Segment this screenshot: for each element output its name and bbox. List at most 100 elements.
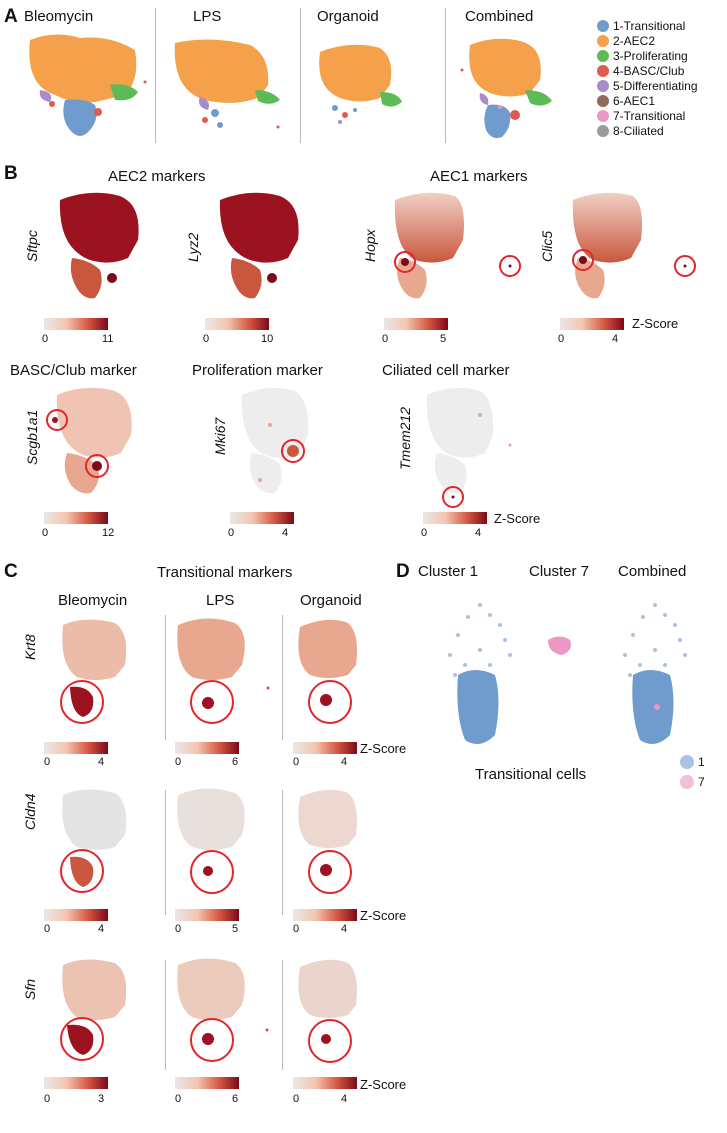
- legend-a: 1-Transitional 2-AEC2 3-Proliferating 4-…: [597, 18, 698, 138]
- panel-a-title-bleomycin: Bleomycin: [24, 8, 93, 25]
- legend-item: 3-Proliferating: [597, 48, 698, 63]
- featureplot-krt8-bleomycin: [55, 615, 155, 725]
- colorbar-min: 0: [42, 527, 48, 539]
- colorbar-min: 0: [175, 1093, 181, 1105]
- panel-a-title-lps: LPS: [193, 8, 221, 25]
- panel-d-title-cluster1: Cluster 1: [418, 563, 478, 580]
- panel-c-col-lps: LPS: [206, 592, 234, 609]
- legend-dot: [597, 80, 609, 92]
- gene-label: Sftpc: [24, 230, 40, 262]
- colorbar: [293, 1077, 357, 1089]
- legend-item: 7-Transitional: [597, 108, 698, 123]
- zscore-label: Z-Score: [360, 908, 406, 923]
- legend-dot: [597, 35, 609, 47]
- featureplot-clic5: [563, 190, 713, 305]
- gene-label: Clic5: [539, 231, 555, 262]
- colorbar: [44, 1077, 108, 1089]
- colorbar: [44, 512, 108, 524]
- gene-label: Hopx: [362, 229, 378, 262]
- panel-d-xlabel: Transitional cells: [475, 766, 586, 783]
- aec1-markers-title: AEC1 markers: [430, 168, 528, 185]
- divider: [155, 8, 156, 143]
- featureplot-cldn4-lps: [170, 785, 280, 895]
- legend-label: 3-Proliferating: [613, 49, 688, 63]
- colorbar: [44, 742, 108, 754]
- colorbar-min: 0: [558, 333, 564, 345]
- panel-c-col-organoid: Organoid: [300, 592, 362, 609]
- divider: [282, 615, 283, 740]
- colorbar: [44, 318, 108, 330]
- legend-item: 5-Differentiating: [597, 78, 698, 93]
- gene-label: Lyz2: [185, 233, 201, 262]
- divider: [165, 790, 166, 915]
- colorbar-min: 0: [44, 756, 50, 768]
- colorbar-max: 12: [102, 527, 114, 539]
- legend-label: 5-Differentiating: [613, 79, 698, 93]
- featureplot-cldn4-organoid: [288, 785, 398, 895]
- colorbar-min: 0: [382, 333, 388, 345]
- prolif-marker-title: Proliferation marker: [192, 362, 323, 379]
- colorbar: [175, 909, 239, 921]
- legend-d: 1 7: [680, 752, 705, 792]
- featureplot-mki67: [230, 385, 340, 500]
- legend-label: 2-AEC2: [613, 34, 655, 48]
- aec2-markers-title: AEC2 markers: [108, 168, 206, 185]
- panel-d-letter: D: [396, 561, 410, 583]
- colorbar: [560, 318, 624, 330]
- legend-item: 2-AEC2: [597, 33, 698, 48]
- transitional-markers-title: Transitional markers: [157, 564, 292, 581]
- legend-item: 1: [680, 752, 705, 772]
- featureplot-sfn-bleomycin: [55, 955, 155, 1065]
- colorbar-max: 5: [440, 333, 446, 345]
- legend-item: 6-AEC1: [597, 93, 698, 108]
- panel-d-title-combined: Combined: [618, 563, 686, 580]
- legend-dot: [597, 125, 609, 137]
- colorbar-max: 4: [341, 756, 347, 768]
- divider: [165, 615, 166, 740]
- divider: [165, 960, 166, 1070]
- legend-dot: [597, 110, 609, 122]
- colorbar-max: 4: [98, 756, 104, 768]
- colorbar-min: 0: [42, 333, 48, 345]
- colorbar-min: 0: [421, 527, 427, 539]
- umap-a-lps: [160, 35, 300, 145]
- zscore-label: Z-Score: [360, 1077, 406, 1092]
- colorbar-max: 4: [612, 333, 618, 345]
- colorbar-max: 4: [282, 527, 288, 539]
- divider: [282, 960, 283, 1070]
- colorbar-max: 10: [261, 333, 273, 345]
- umap-a-organoid: [310, 40, 450, 145]
- colorbar-min: 0: [293, 923, 299, 935]
- colorbar-min: 0: [44, 923, 50, 935]
- zscore-label: Z-Score: [360, 741, 406, 756]
- legend-label: 4-BASC/Club: [613, 64, 684, 78]
- gene-label: Scgb1a1: [24, 410, 40, 465]
- cilia-marker-title: Ciliated cell marker: [382, 362, 510, 379]
- featureplot-sfn-lps: [170, 955, 280, 1065]
- colorbar-max: 6: [232, 1093, 238, 1105]
- colorbar: [175, 1077, 239, 1089]
- panel-c-letter: C: [4, 561, 18, 583]
- legend-label: 7-Transitional: [613, 109, 685, 123]
- legend-dot: [597, 20, 609, 32]
- colorbar: [205, 318, 269, 330]
- featureplot-krt8-organoid: [288, 615, 398, 725]
- basc-marker-title: BASC/Club marker: [10, 362, 137, 379]
- gene-label: Krt8: [22, 634, 38, 660]
- divider: [300, 8, 301, 143]
- featureplot-cldn4-bleomycin: [55, 785, 155, 895]
- legend-label: 1: [698, 755, 705, 769]
- colorbar: [293, 909, 357, 921]
- colorbar-max: 6: [232, 756, 238, 768]
- featureplot-hopx: [385, 190, 535, 305]
- legend-item: 1-Transitional: [597, 18, 698, 33]
- panel-c-col-bleomycin: Bleomycin: [58, 592, 127, 609]
- featureplot-tmem212: [415, 385, 525, 510]
- colorbar-min: 0: [175, 756, 181, 768]
- zscore-label: Z-Score: [632, 316, 678, 331]
- colorbar-min: 0: [228, 527, 234, 539]
- scatter-cluster1: [430, 595, 540, 760]
- legend-item: 8-Ciliated: [597, 123, 698, 138]
- legend-dot: [597, 95, 609, 107]
- gene-label: Tmem212: [397, 407, 413, 470]
